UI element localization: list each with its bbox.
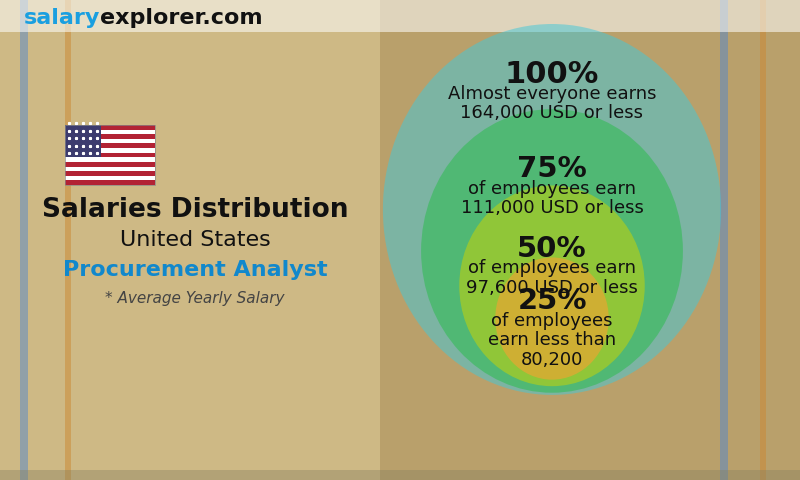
Bar bbox=[65, 134, 155, 139]
Text: 75%: 75% bbox=[517, 155, 587, 183]
Bar bbox=[20, 0, 28, 480]
Bar bbox=[0, 470, 800, 480]
Ellipse shape bbox=[495, 257, 609, 380]
Ellipse shape bbox=[459, 185, 645, 386]
Text: 25%: 25% bbox=[518, 287, 586, 315]
Text: 50%: 50% bbox=[517, 235, 587, 263]
Text: Procurement Analyst: Procurement Analyst bbox=[62, 260, 327, 280]
Bar bbox=[65, 171, 155, 176]
Text: 164,000 USD or less: 164,000 USD or less bbox=[461, 105, 643, 122]
Bar bbox=[65, 162, 155, 167]
Bar bbox=[65, 130, 155, 134]
Text: * Average Yearly Salary: * Average Yearly Salary bbox=[106, 290, 285, 305]
Text: of employees earn: of employees earn bbox=[468, 180, 636, 198]
Bar bbox=[65, 125, 155, 185]
Bar bbox=[65, 176, 155, 180]
Text: of employees: of employees bbox=[491, 312, 613, 330]
Text: Almost everyone earns: Almost everyone earns bbox=[448, 85, 656, 103]
Text: explorer.com: explorer.com bbox=[100, 8, 262, 28]
Bar bbox=[65, 125, 101, 157]
Text: salary: salary bbox=[24, 8, 100, 28]
Bar bbox=[0, 0, 800, 32]
Text: 111,000 USD or less: 111,000 USD or less bbox=[461, 199, 643, 217]
Text: earn less than: earn less than bbox=[488, 331, 616, 349]
Bar bbox=[720, 0, 728, 480]
Bar bbox=[760, 0, 766, 480]
Bar bbox=[65, 167, 155, 171]
Text: 80,200: 80,200 bbox=[521, 351, 583, 369]
Ellipse shape bbox=[421, 109, 683, 393]
Text: United States: United States bbox=[120, 230, 270, 250]
Bar bbox=[65, 157, 155, 162]
Bar bbox=[65, 125, 155, 130]
Bar bbox=[65, 144, 155, 148]
Bar bbox=[65, 153, 155, 157]
Bar bbox=[380, 0, 800, 480]
Text: 100%: 100% bbox=[505, 60, 599, 89]
Bar bbox=[65, 0, 71, 480]
Bar bbox=[65, 148, 155, 153]
Bar bbox=[65, 139, 155, 144]
Ellipse shape bbox=[383, 24, 721, 395]
Text: 97,600 USD or less: 97,600 USD or less bbox=[466, 279, 638, 297]
Bar bbox=[0, 0, 380, 480]
Bar bbox=[65, 180, 155, 185]
Text: Salaries Distribution: Salaries Distribution bbox=[42, 197, 348, 223]
Text: of employees earn: of employees earn bbox=[468, 259, 636, 277]
